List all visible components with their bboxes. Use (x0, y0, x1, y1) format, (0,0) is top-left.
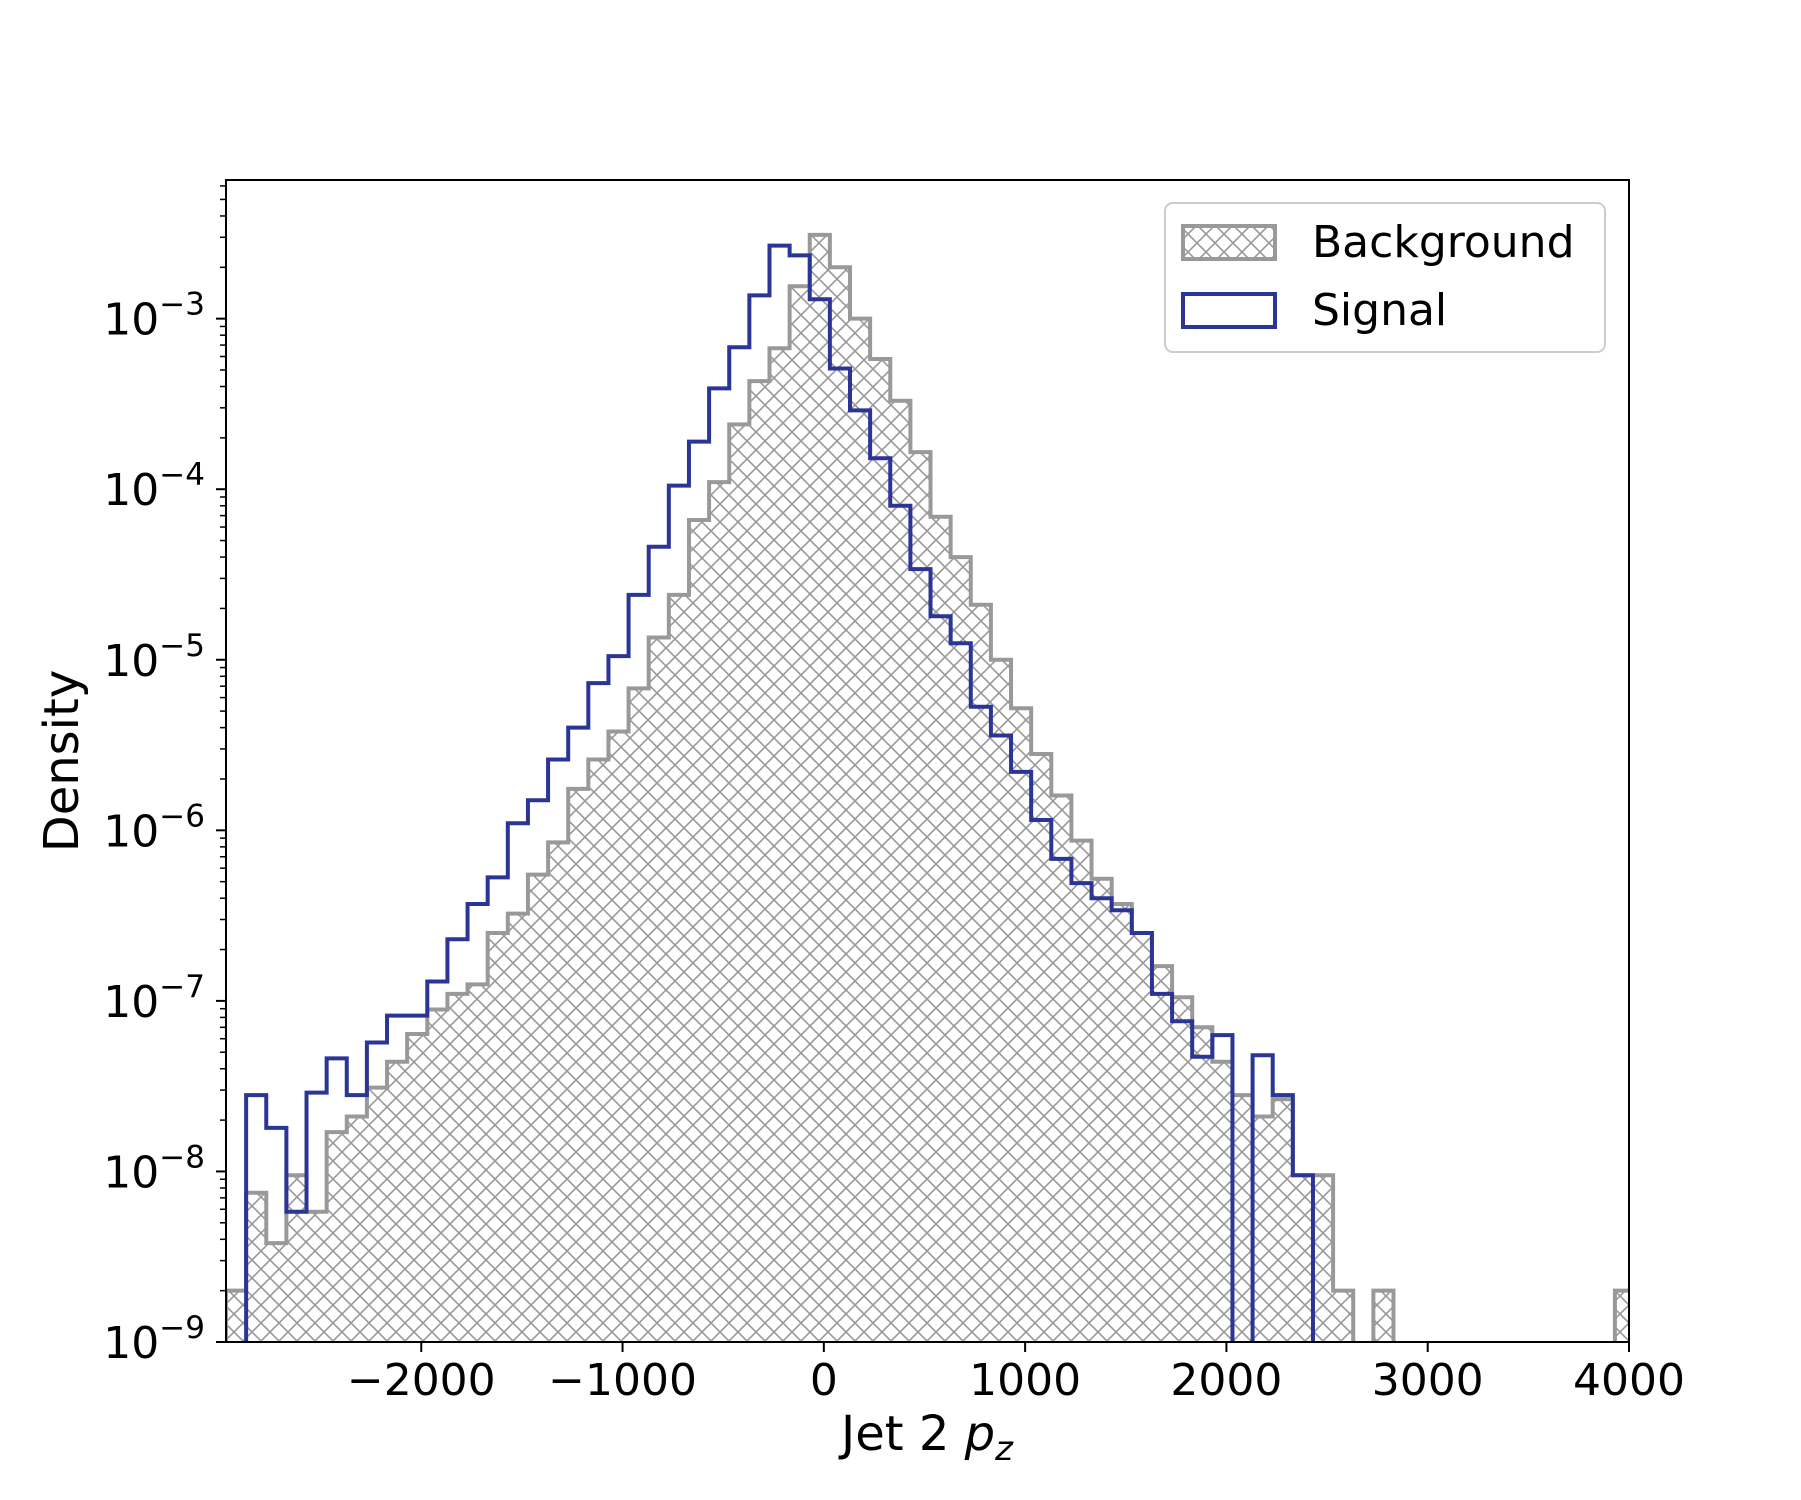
y-tick-label: 10−9 (103, 1310, 205, 1369)
series-background-step-line (226, 232, 1629, 1342)
x-axis-label: Jet 2 pz (838, 1406, 1014, 1469)
legend-label-signal: Signal (1312, 285, 1447, 336)
series-background-fill (226, 234, 1629, 1342)
y-tick-label: 10−5 (103, 628, 205, 687)
x-tick-label: 2000 (1170, 1355, 1282, 1406)
legend-swatch-background (1181, 224, 1277, 261)
y-tick-label: 10−7 (103, 969, 205, 1028)
series-signal-step-line (226, 243, 1315, 1342)
x-tick-label: 1000 (969, 1355, 1081, 1406)
x-axis-label-math: p (964, 1406, 995, 1462)
x-tick-label: −2000 (347, 1355, 496, 1406)
y-tick-label: 10−3 (103, 287, 205, 346)
legend-swatch-signal (1181, 292, 1277, 329)
x-tick-label: 4000 (1573, 1355, 1685, 1406)
x-tick-label: 0 (810, 1355, 838, 1406)
y-axis-label: Density (34, 670, 90, 852)
legend: Background Signal (1164, 202, 1606, 353)
svg-text:Jet 2 pz: Jet 2 pz (838, 1406, 1014, 1469)
x-tick-label: −1000 (548, 1355, 697, 1406)
x-axis-label-text: Jet 2 (838, 1406, 949, 1462)
x-axis-label-sub: z (994, 1429, 1014, 1469)
y-tick-label: 10−8 (103, 1139, 205, 1198)
plot-frame (225, 179, 1630, 1343)
y-tick-label: 10−6 (103, 798, 205, 857)
y-tick-label: 10−4 (103, 457, 205, 516)
legend-label-background: Background (1312, 217, 1575, 268)
x-tick-label: 3000 (1372, 1355, 1484, 1406)
